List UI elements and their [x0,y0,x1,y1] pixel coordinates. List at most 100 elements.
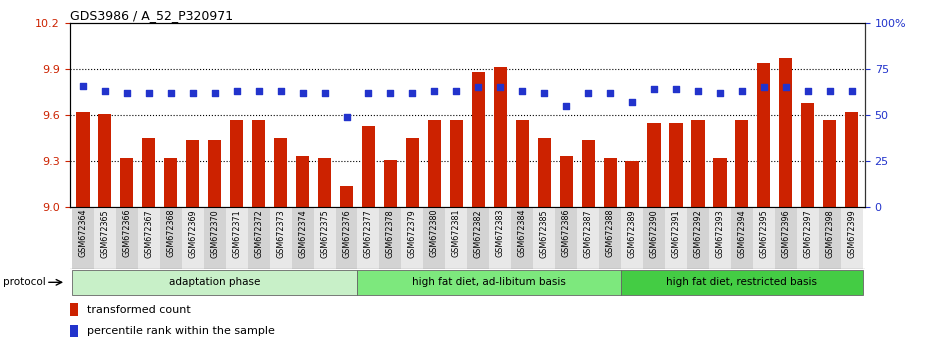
Text: GSM672391: GSM672391 [671,209,681,258]
Bar [472,72,485,207]
Bar [604,158,617,207]
Point [559,103,574,109]
Text: GSM672381: GSM672381 [452,209,461,257]
Text: GSM672383: GSM672383 [496,209,505,257]
Bar [357,207,379,269]
Bar [405,138,419,207]
Bar [181,207,204,269]
Text: GSM672377: GSM672377 [364,209,373,258]
Point [427,88,442,94]
Text: GSM672375: GSM672375 [320,209,329,258]
Point [822,88,837,94]
Bar [94,207,116,269]
Bar [120,158,133,207]
Point [449,88,464,94]
Bar [845,112,858,207]
Bar [313,207,336,269]
Bar [76,112,89,207]
Text: GSM672384: GSM672384 [518,209,526,257]
Point [756,85,771,90]
Point [251,88,266,94]
Bar [555,207,578,269]
Bar [70,303,78,316]
Text: GSM672364: GSM672364 [78,209,87,257]
Bar [713,158,726,207]
Bar [186,139,199,207]
Bar [647,123,660,207]
Point [164,90,179,96]
Point [493,85,508,90]
Point [669,86,684,92]
Text: GSM672372: GSM672372 [254,209,263,258]
Text: GDS3986 / A_52_P320971: GDS3986 / A_52_P320971 [70,9,232,22]
Text: GSM672394: GSM672394 [737,209,747,258]
Bar [489,207,512,269]
Bar [736,120,749,207]
Point [778,85,793,90]
Bar [538,138,551,207]
Point [141,90,156,96]
Point [75,83,90,88]
Bar [709,207,731,269]
Text: GSM672376: GSM672376 [342,209,351,258]
Bar [138,207,160,269]
Bar [494,68,507,207]
Text: GSM672366: GSM672366 [123,209,131,257]
Bar [779,58,792,207]
Bar [578,207,599,269]
Point [317,90,332,96]
Point [405,90,419,96]
Bar [445,207,468,269]
Text: GSM672397: GSM672397 [804,209,812,258]
Point [361,90,376,96]
Text: GSM672370: GSM672370 [210,209,219,258]
Bar [296,156,309,207]
Bar [208,139,221,207]
Text: GSM672389: GSM672389 [628,209,636,258]
Point [98,88,113,94]
Point [625,99,640,105]
Bar [533,207,555,269]
Bar [160,207,181,269]
Bar [428,120,441,207]
Bar [357,270,621,295]
Text: GSM672399: GSM672399 [847,209,857,258]
Bar [340,185,353,207]
Bar [468,207,489,269]
Text: GSM672396: GSM672396 [781,209,790,258]
Bar [797,207,818,269]
Text: GSM672388: GSM672388 [605,209,615,257]
Bar [753,207,775,269]
Point [339,114,354,120]
Point [603,90,618,96]
Text: adaptation phase: adaptation phase [169,277,260,287]
Bar [247,207,270,269]
Text: GSM672398: GSM672398 [825,209,834,258]
Text: GSM672392: GSM672392 [694,209,702,258]
Point [580,90,595,96]
Text: GSM672368: GSM672368 [166,209,175,257]
Bar [581,139,594,207]
Point [207,90,222,96]
Bar [512,207,533,269]
Bar [818,207,841,269]
Bar [142,138,155,207]
Bar [802,103,815,207]
Bar [687,207,709,269]
Bar [72,207,94,269]
Text: GSM672386: GSM672386 [562,209,571,257]
Point [735,88,750,94]
Bar [775,207,797,269]
Bar [384,160,397,207]
Text: GSM672378: GSM672378 [386,209,395,258]
Bar [450,120,463,207]
Bar [70,325,78,337]
Bar [274,138,287,207]
Point [537,90,551,96]
Bar [599,207,621,269]
Text: protocol: protocol [3,277,46,287]
Text: percentile rank within the sample: percentile rank within the sample [87,326,275,336]
Bar [423,207,445,269]
Bar [841,207,863,269]
Text: GSM672390: GSM672390 [649,209,658,258]
